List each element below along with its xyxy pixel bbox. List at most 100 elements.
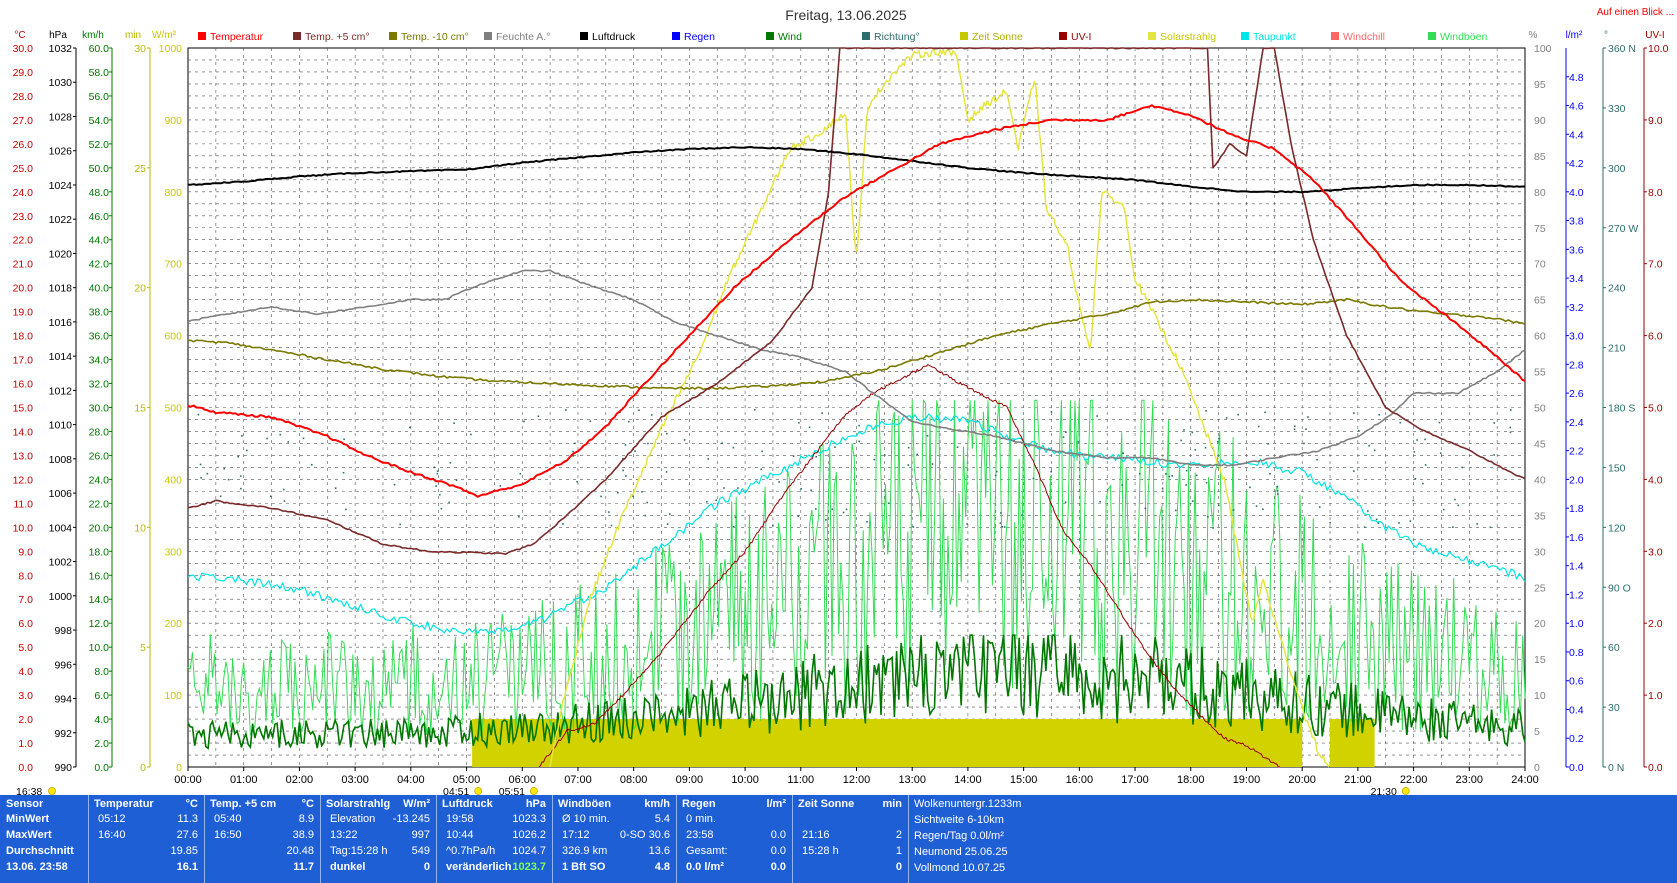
- tick-label-sun_min: 10: [134, 522, 146, 534]
- tick-label-wind_kmh: 0.0: [94, 762, 109, 774]
- stats-time: 1 Bft SO: [562, 861, 606, 873]
- x-tick-label: 21:00: [1344, 774, 1372, 786]
- x-tick-label: 24:00: [1511, 774, 1539, 786]
- direction-dot: [1205, 481, 1208, 484]
- direction-dot: [1442, 508, 1445, 511]
- direction-dot: [1185, 484, 1187, 486]
- stats-value: 997: [411, 829, 430, 841]
- direction-dot: [310, 463, 313, 466]
- tick-label-uv: 5.0: [1648, 403, 1663, 415]
- tick-label-wind_kmh: 14.0: [89, 594, 110, 606]
- direction-dot: [622, 469, 624, 472]
- sunshine-bar: [472, 719, 551, 767]
- legend-swatch: [672, 32, 680, 40]
- overview-link[interactable]: Auf einen Blick ...: [1597, 7, 1674, 18]
- tick-label-direction_deg: 330: [1608, 103, 1626, 115]
- direction-dot: [831, 508, 834, 511]
- direction-dot: [440, 507, 443, 510]
- x-tick-label: 05:00: [453, 774, 481, 786]
- tick-label-pressure_hpa: 1008: [49, 454, 73, 466]
- tick-label-pressure_hpa: 1004: [49, 522, 73, 534]
- tick-label-humidity_pct: 30: [1534, 546, 1546, 558]
- direction-dot: [721, 442, 723, 444]
- stats-value: 0.0: [770, 829, 786, 841]
- tick-label-humidity_pct: 45: [1534, 438, 1546, 450]
- direction-dot: [600, 495, 602, 498]
- stats-unit: l/m²: [766, 798, 786, 810]
- x-tick-label: 15:00: [1010, 774, 1038, 786]
- tick-label-pressure_hpa: 994: [54, 694, 72, 706]
- direction-dot: [1424, 464, 1427, 466]
- direction-dot: [1013, 439, 1016, 441]
- direction-dot: [1329, 521, 1331, 524]
- direction-dot: [666, 432, 668, 435]
- chart-title: Freitag, 13.06.2025: [785, 7, 907, 23]
- tick-label-pressure_hpa: 1024: [49, 180, 73, 192]
- direction-dot: [1225, 417, 1228, 419]
- legend-swatch: [484, 32, 492, 40]
- stats-panel: Sensor MinWert MaxWert Durchschnitt 13.0…: [0, 795, 1677, 883]
- tick-label-direction_deg: 150: [1608, 462, 1626, 474]
- direction-dot: [999, 522, 1002, 524]
- direction-dot: [761, 450, 763, 453]
- direction-dot: [239, 475, 242, 477]
- tick-label-rain_lm2: 4.8: [1569, 72, 1584, 84]
- direction-dot: [858, 440, 860, 443]
- direction-dot: [931, 463, 934, 465]
- tick-label-wind_kmh: 48.0: [89, 187, 110, 199]
- tick-label-temp_c: 12.0: [13, 474, 34, 486]
- direction-dot: [1316, 458, 1318, 461]
- legend: Temperatur Temp. +5 cm° Temp. -10 cm° Feuch…: [198, 31, 1487, 43]
- direction-dot: [797, 515, 800, 518]
- tick-label-wind_kmh: 42.0: [89, 259, 110, 271]
- stats-value: 0: [895, 861, 902, 873]
- tick-label-humidity_pct: 20: [1534, 618, 1546, 630]
- direction-dot: [858, 424, 860, 427]
- tick-label-temp_c: 24.0: [13, 187, 34, 199]
- tick-label-wind_kmh: 38.0: [89, 307, 110, 319]
- direction-dot: [266, 437, 268, 440]
- tick-label-rain_lm2: 1.4: [1569, 561, 1584, 573]
- stats-value: 38.9: [292, 829, 314, 841]
- direction-dot: [778, 481, 780, 483]
- tick-label-temp_c: 23.0: [13, 211, 34, 223]
- direction-dot: [1307, 416, 1309, 418]
- tick-label-humidity_pct: 95: [1534, 79, 1546, 91]
- direction-dot: [1180, 439, 1182, 442]
- tick-label-humidity_pct: 35: [1534, 510, 1546, 522]
- tick-label-humidity_pct: 70: [1534, 259, 1546, 271]
- direction-dot: [610, 524, 613, 527]
- x-tick-label: 19:00: [1233, 774, 1261, 786]
- stats-value: 11.3: [177, 813, 198, 825]
- direction-dot: [815, 508, 817, 510]
- tick-label-pressure_hpa: 1012: [49, 385, 73, 397]
- direction-dot: [1262, 508, 1264, 511]
- direction-dot: [519, 472, 522, 475]
- direction-dot: [873, 458, 876, 461]
- direction-dot: [342, 471, 345, 474]
- tick-label-temp_c: 29.0: [13, 67, 34, 79]
- direction-dot: [1174, 509, 1177, 512]
- tick-label-temp_c: 7.0: [18, 594, 33, 606]
- misc-cloud-base: Wolkenuntergr.1233m: [914, 798, 1022, 810]
- tick-label-direction_deg: 60: [1608, 642, 1620, 654]
- tick-label-temp_c: 8.0: [18, 570, 33, 582]
- x-tick-label: 03:00: [341, 774, 369, 786]
- direction-dot: [1414, 478, 1417, 480]
- direction-dot: [887, 502, 890, 505]
- tick-label-pressure_hpa: 1006: [49, 488, 73, 500]
- direction-dot: [572, 455, 574, 457]
- x-tick-label: 12:00: [843, 774, 871, 786]
- direction-dot: [647, 442, 649, 445]
- unit-hpa: hPa: [49, 30, 67, 41]
- direction-dot: [1269, 472, 1271, 475]
- tick-label-pressure_hpa: 1000: [49, 591, 73, 603]
- legend-label: UV-I: [1071, 31, 1091, 43]
- tick-label-rain_lm2: 4.2: [1569, 158, 1584, 170]
- stats-value: 2: [895, 829, 902, 841]
- direction-dot: [800, 488, 802, 490]
- stats-time: 19:58: [446, 813, 474, 825]
- tick-label-temp_c: 27.0: [13, 115, 34, 127]
- weather-chart: Freitag, 13.06.2025 Auf einen Blick ... …: [12, 7, 1674, 795]
- tick-label-wind_kmh: 36.0: [89, 331, 110, 343]
